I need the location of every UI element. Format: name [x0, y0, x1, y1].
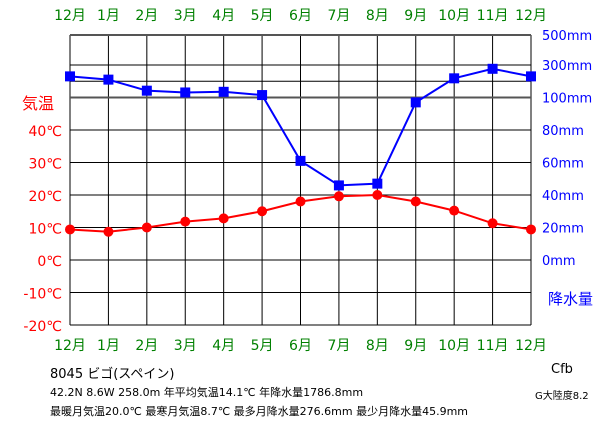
right-tick-label: 20mm	[542, 222, 584, 237]
precipitation-point	[410, 97, 421, 108]
precipitation-point	[295, 155, 306, 166]
right-tick-label: 300mm	[542, 59, 592, 74]
month-label-bottom: 12月	[54, 338, 86, 354]
month-label-bottom: 4月	[212, 338, 235, 354]
temperature-point	[257, 206, 268, 217]
month-label-top: 11月	[477, 8, 509, 24]
left-tick-label: 10℃	[28, 222, 62, 238]
month-label-bottom: 3月	[174, 338, 197, 354]
temperature-point	[103, 226, 114, 237]
month-label-bottom: 2月	[135, 338, 158, 354]
month-label-bottom: 12月	[515, 338, 547, 354]
month-label-bottom: 5月	[251, 338, 274, 354]
month-label-top: 1月	[97, 8, 120, 24]
right-tick-label: 80mm	[542, 124, 584, 139]
month-label-top: 4月	[212, 8, 235, 24]
temperature-point	[487, 218, 498, 229]
month-label-bottom: 10月	[438, 338, 470, 354]
right-tick-label: 40mm	[542, 189, 584, 204]
station-summary: 42.2N 8.6W 258.0m 年平均気温14.1℃ 年降水量1786.8m…	[50, 386, 364, 399]
month-label-top: 6月	[289, 8, 312, 24]
month-label-top: 5月	[251, 8, 274, 24]
month-label-bottom: 6月	[289, 338, 312, 354]
bottom-month-labels: 12月 1月 2月 3月 4月 5月 6月 7月 8月 9月 10月 11月 12月	[54, 338, 547, 354]
precipitation-point	[65, 71, 75, 82]
precipitation-point	[141, 85, 152, 96]
temperature-point	[218, 213, 229, 224]
month-label-top: 10月	[438, 8, 470, 24]
left-tick-label: 40℃	[28, 124, 62, 140]
temperature-point	[410, 196, 421, 207]
top-month-labels: 12月 1月 2月 3月 4月 5月 6月 7月 8月 9月 10月 11月 12月	[54, 8, 547, 24]
precipitation-point	[257, 90, 268, 101]
temperature-point	[526, 224, 536, 235]
continentality-index: G大陸度8.2	[535, 391, 589, 402]
month-label-top: 9月	[404, 8, 427, 24]
right-axis-ticks: 500mm 300mm 100mm 80mm 60mm 40mm 20mm 0mm	[542, 29, 592, 269]
month-label-top: 7月	[327, 8, 350, 24]
grid-lines	[69, 34, 532, 326]
temperature-point	[449, 205, 460, 216]
month-label-top: 2月	[135, 8, 158, 24]
left-tick-label: -20℃	[23, 319, 62, 335]
month-label-bottom: 11月	[477, 338, 509, 354]
right-tick-label: 0mm	[542, 254, 576, 269]
left-tick-label: 20℃	[28, 189, 62, 205]
month-label-bottom: 8月	[366, 338, 389, 354]
month-label-bottom: 9月	[404, 338, 427, 354]
left-axis-ticks: 40℃ 30℃ 20℃ 10℃ 0℃ -10℃ -20℃	[23, 124, 62, 335]
month-label-top: 12月	[515, 8, 547, 24]
month-label-top: 8月	[366, 8, 389, 24]
station-name: 8045 ビゴ(スペイン)	[50, 367, 175, 382]
right-tick-label: 60mm	[542, 157, 584, 172]
precipitation-point	[180, 87, 191, 98]
temperature-point	[141, 222, 152, 233]
precipitation-point	[487, 63, 498, 74]
right-tick-label: 500mm	[542, 29, 592, 44]
series-layer	[65, 63, 536, 237]
temperature-point	[333, 191, 344, 202]
precipitation-point	[449, 73, 460, 84]
month-label-top: 3月	[174, 8, 197, 24]
left-axis-title: 気温	[22, 94, 54, 113]
precipitation-point	[372, 178, 383, 189]
month-label-bottom: 1月	[97, 338, 120, 354]
temperature-point	[65, 224, 75, 235]
left-tick-label: 30℃	[28, 157, 62, 173]
right-axis-title: 降水量	[548, 290, 593, 308]
month-label-bottom: 7月	[327, 338, 350, 354]
temperature-point	[372, 190, 383, 200]
precipitation-point	[526, 71, 536, 82]
precipitation-point	[218, 86, 229, 97]
station-extremes: 最暖月気温20.0℃ 最寒月気温8.7℃ 最多月降水量276.6mm 最少月降水…	[50, 405, 469, 418]
left-tick-label: 0℃	[37, 254, 62, 270]
left-tick-label: -10℃	[23, 287, 62, 303]
temperature-point	[295, 196, 306, 207]
climate-class: Cfb	[551, 362, 573, 377]
precipitation-point	[333, 180, 344, 191]
temperature-point	[180, 216, 191, 227]
right-tick-label: 100mm	[542, 92, 592, 107]
precipitation-point	[103, 74, 114, 85]
month-label-top: 12月	[54, 8, 86, 24]
